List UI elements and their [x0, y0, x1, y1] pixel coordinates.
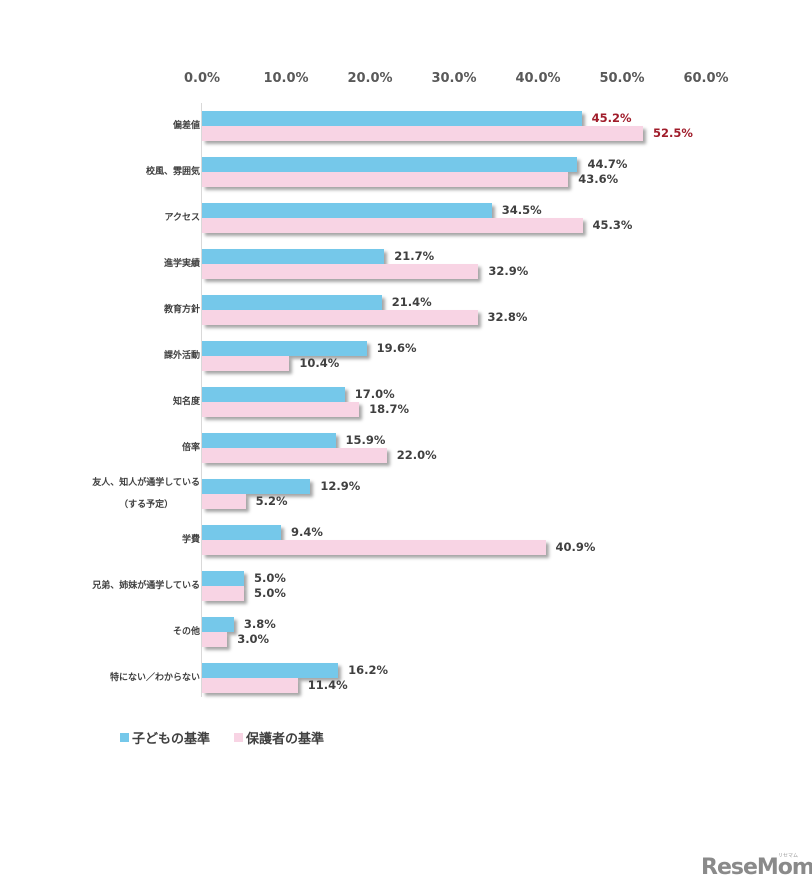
bar-parent — [202, 126, 643, 141]
legend-label-child: 子どもの基準 — [132, 732, 211, 747]
value-label-child: 21.4% — [391, 295, 432, 309]
category-label-line: 校風、雰囲気 — [145, 167, 200, 177]
bar-child — [202, 433, 336, 448]
category-label: 兄弟、姉妹が通学している — [92, 575, 200, 597]
bar-child — [202, 203, 492, 218]
resemom-logo-sub: リセマム — [778, 853, 799, 859]
bar-child — [202, 479, 311, 494]
bar-child — [202, 249, 385, 264]
category-label-line: 進学実績 — [163, 259, 200, 269]
value-label-parent: 32.9% — [488, 264, 529, 278]
bar-parent — [202, 356, 290, 371]
value-label-parent: 3.0% — [237, 632, 270, 646]
value-label-child: 9.4% — [290, 525, 323, 539]
category-label: 特にない／わからない — [110, 667, 200, 689]
bar-child — [202, 111, 582, 126]
value-label-parent: 45.3% — [592, 218, 633, 232]
value-label-child: 19.6% — [376, 341, 417, 355]
value-label-child: 34.5% — [501, 203, 542, 217]
value-label-parent: 22.0% — [396, 448, 437, 462]
category-label-line: 倍率 — [181, 443, 200, 453]
bar-child — [202, 663, 339, 678]
bar-parent — [202, 632, 228, 647]
legend-item-parent: 保護者の基準 — [234, 728, 324, 747]
bar-parent — [202, 448, 387, 463]
bar-parent — [202, 494, 246, 509]
value-label-parent: 5.0% — [254, 586, 286, 600]
bar-parent — [202, 402, 360, 417]
value-label-parent: 18.7% — [369, 402, 409, 416]
category-label-line: 偏差値 — [172, 121, 200, 131]
bar-parent — [202, 310, 478, 325]
category-label: 課外活動 — [164, 345, 200, 367]
value-label-child: 12.9% — [320, 479, 361, 493]
legend-swatch-parent — [234, 733, 244, 742]
x-tick-label: 40.0% — [515, 71, 561, 86]
category-label-line: 知名度 — [172, 397, 200, 407]
value-label-parent: 52.5% — [653, 126, 693, 140]
value-label-parent: 32.8% — [487, 310, 528, 324]
category-label: 学費 — [182, 529, 200, 551]
category-label: アクセス — [164, 207, 200, 229]
category-label-line: 兄弟、姉妹が通学している — [92, 581, 200, 591]
value-label-child: 17.0% — [354, 387, 395, 401]
bar-parent — [202, 218, 583, 233]
x-tick-label: 50.0% — [599, 71, 645, 86]
category-label: 教育方針 — [164, 299, 200, 321]
bar-child — [202, 571, 244, 586]
bar-parent — [202, 172, 569, 187]
value-label-child: 44.7% — [587, 157, 628, 171]
value-label-child: 5.0% — [254, 571, 286, 585]
bar-parent — [202, 586, 244, 601]
value-label-parent: 40.9% — [555, 540, 596, 554]
category-label: 校風、雰囲気 — [146, 161, 200, 183]
category-label-line: その他 — [172, 627, 200, 637]
value-label-child: 45.2% — [591, 111, 632, 125]
category-label-line: 課外活動 — [163, 351, 200, 361]
value-label-parent: 5.2% — [255, 494, 288, 508]
bar-parent — [202, 264, 479, 279]
value-label-child: 16.2% — [348, 663, 388, 677]
category-label: 知名度 — [173, 391, 200, 413]
bar-child — [202, 617, 234, 632]
category-label-line: アクセス — [164, 213, 200, 223]
bar-child — [202, 157, 578, 172]
category-label: その他 — [173, 621, 200, 643]
bar-child — [202, 341, 367, 356]
value-label-parent: 43.6% — [578, 172, 619, 186]
value-label-child: 3.8% — [243, 617, 276, 631]
y-axis-line — [201, 103, 202, 697]
bar-child — [202, 295, 382, 310]
category-label-line: 友人、知人が通学している — [92, 478, 200, 488]
legend-item-child: 子どもの基準 — [120, 728, 210, 747]
category-label-line: 教育方針 — [163, 305, 200, 315]
value-label-child: 21.7% — [394, 249, 435, 263]
x-tick-label: 20.0% — [347, 71, 393, 86]
category-label-line: 学費 — [181, 535, 200, 545]
category-label: 友人、知人が通学している （する予定） — [92, 472, 200, 516]
legend: 子どもの基準 保護者の基準 — [120, 728, 348, 747]
bar-parent — [202, 678, 298, 693]
x-tick-label: 10.0% — [263, 71, 309, 86]
x-tick-label: 0.0% — [183, 71, 221, 86]
value-label-parent: 11.4% — [307, 678, 348, 692]
resemom-logo: ReseMom — [701, 855, 812, 880]
x-tick-label: 60.0% — [683, 71, 729, 86]
x-tick-label: 30.0% — [431, 71, 477, 86]
category-label: 偏差値 — [173, 115, 200, 137]
legend-label-parent: 保護者の基準 — [246, 732, 325, 747]
category-label-line: （する予定） — [119, 500, 174, 510]
bar-child — [202, 525, 281, 540]
category-label-line: 特にない／わからない — [109, 673, 200, 683]
value-label-child: 15.9% — [345, 433, 386, 447]
category-label: 倍率 — [182, 437, 200, 459]
bar-child — [202, 387, 345, 402]
category-label: 進学実績 — [164, 253, 200, 275]
bar-parent — [202, 540, 546, 555]
legend-swatch-child — [120, 733, 129, 742]
value-label-parent: 10.4% — [299, 356, 340, 370]
